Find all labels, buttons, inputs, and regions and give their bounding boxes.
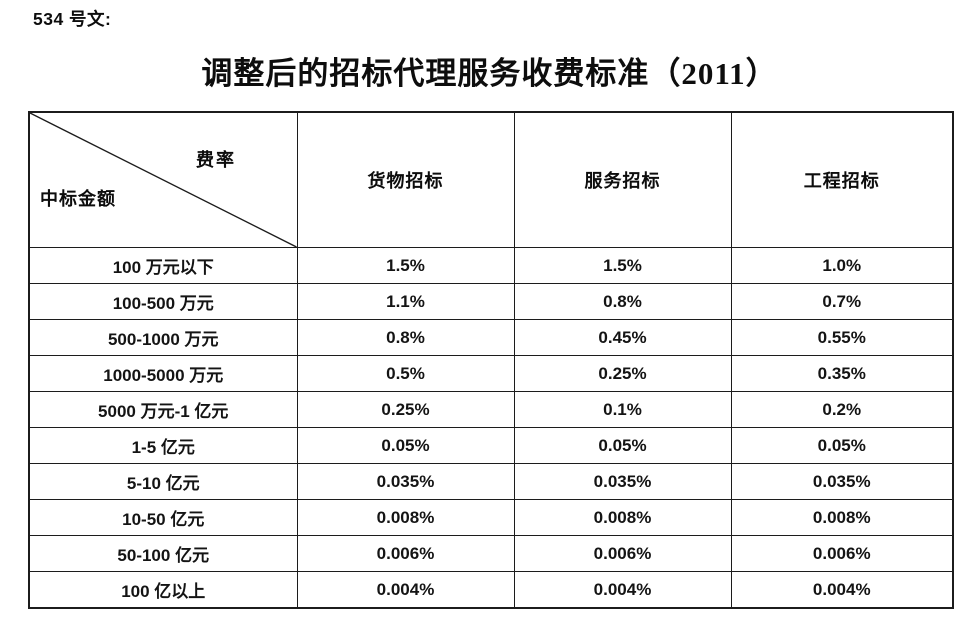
rate-cell: 0.45% xyxy=(513,319,732,356)
rate-cell: 0.006% xyxy=(296,535,515,572)
row-label: 50-100 亿元 xyxy=(28,535,298,572)
rate-cell: 0.05% xyxy=(513,427,732,464)
rate-cell: 0.05% xyxy=(296,427,515,464)
row-label: 1000-5000 万元 xyxy=(28,355,298,392)
rate-cell: 0.006% xyxy=(730,535,954,572)
rate-cell: 0.035% xyxy=(730,463,954,500)
row-label: 10-50 亿元 xyxy=(28,499,298,536)
corner-label-rate: 费率 xyxy=(196,150,236,170)
row-label: 5-10 亿元 xyxy=(28,463,298,500)
row-label: 100-500 万元 xyxy=(28,283,298,320)
row-label: 5000 万元-1 亿元 xyxy=(28,391,298,428)
rate-cell: 0.008% xyxy=(513,499,732,536)
rate-cell: 0.7% xyxy=(730,283,954,320)
rate-cell: 0.035% xyxy=(513,463,732,500)
rate-cell: 0.008% xyxy=(730,499,954,536)
rate-cell: 1.0% xyxy=(730,247,954,284)
table-row: 5-10 亿元 0.035% 0.035% 0.035% xyxy=(28,463,954,500)
table-row: 500-1000 万元 0.8% 0.45% 0.55% xyxy=(28,319,954,356)
rate-cell: 0.004% xyxy=(296,571,515,609)
table-row: 1-5 亿元 0.05% 0.05% 0.05% xyxy=(28,427,954,464)
rate-cell: 0.35% xyxy=(730,355,954,392)
fee-table: 费率 中标金额 货物招标 服务招标 工程招标 100 万元以下 1.5% 1.5… xyxy=(28,111,954,609)
table-row: 100 亿以上 0.004% 0.004% 0.004% xyxy=(28,571,954,609)
rate-cell: 0.25% xyxy=(296,391,515,428)
rate-cell: 0.05% xyxy=(730,427,954,464)
rate-cell: 0.8% xyxy=(296,319,515,356)
rate-cell: 0.8% xyxy=(513,283,732,320)
rate-cell: 0.035% xyxy=(296,463,515,500)
row-label: 500-1000 万元 xyxy=(28,319,298,356)
column-header-goods: 货物招标 xyxy=(296,111,515,248)
rate-cell: 0.006% xyxy=(513,535,732,572)
header-row: 费率 中标金额 货物招标 服务招标 工程招标 xyxy=(28,111,954,248)
rate-cell: 0.004% xyxy=(730,571,954,609)
table-row: 50-100 亿元 0.006% 0.006% 0.006% xyxy=(28,535,954,572)
row-label: 1-5 亿元 xyxy=(28,427,298,464)
column-header-engineering: 工程招标 xyxy=(730,111,954,248)
row-label: 100 万元以下 xyxy=(28,247,298,284)
rate-cell: 0.55% xyxy=(730,319,954,356)
column-header-services: 服务招标 xyxy=(513,111,732,248)
table-row: 1000-5000 万元 0.5% 0.25% 0.35% xyxy=(28,355,954,392)
table-row: 100-500 万元 1.1% 0.8% 0.7% xyxy=(28,283,954,320)
page-title: 调整后的招标代理服务收费标准（2011） xyxy=(201,56,778,91)
rate-cell: 0.2% xyxy=(730,391,954,428)
table-row: 5000 万元-1 亿元 0.25% 0.1% 0.2% xyxy=(28,391,954,428)
rate-cell: 1.1% xyxy=(296,283,515,320)
rate-cell: 0.25% xyxy=(513,355,732,392)
table-row: 100 万元以下 1.5% 1.5% 1.0% xyxy=(28,247,954,284)
corner-header-cell: 费率 中标金额 xyxy=(28,111,298,248)
rate-cell: 1.5% xyxy=(296,247,515,284)
diagonal-divider-line xyxy=(30,113,297,247)
row-label: 100 亿以上 xyxy=(28,571,298,609)
corner-label-amount: 中标金额 xyxy=(40,189,116,209)
rate-cell: 0.1% xyxy=(513,391,732,428)
rate-cell: 1.5% xyxy=(513,247,732,284)
rate-cell: 0.5% xyxy=(296,355,515,392)
rate-cell: 0.008% xyxy=(296,499,515,536)
rate-cell: 0.004% xyxy=(513,571,732,609)
document-reference: 534 号文: xyxy=(33,9,112,29)
table-row: 10-50 亿元 0.008% 0.008% 0.008% xyxy=(28,499,954,536)
